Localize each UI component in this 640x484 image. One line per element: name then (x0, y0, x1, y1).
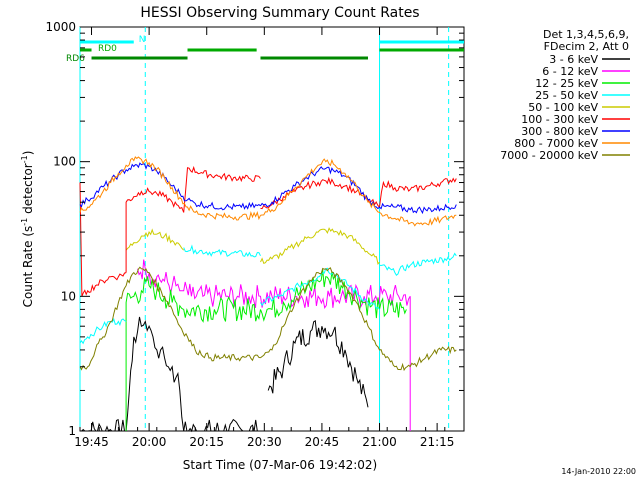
legend-label-50-100-kev: 50 - 100 keV (528, 101, 598, 114)
legend-label-7000-20000-kev: 7000 - 20000 keV (500, 149, 598, 162)
legend-label-6-12-kev: 6 - 12 keV (542, 65, 598, 78)
series-100-300-kev-seg-4 (379, 177, 457, 208)
plot-frame (79, 26, 465, 432)
series-lines (79, 156, 457, 433)
x-axis-ticks: 19:45 20:00 20:15 20:30 20:45 21:00 21:15 (74, 27, 465, 449)
series-100-300-kev-seg-2 (183, 165, 261, 213)
chart-title: HESSI Observing Summary Count Rates (140, 5, 419, 21)
series-25-50-kev-seg-0 (79, 317, 127, 345)
series-3-6-kev-seg-1 (183, 418, 261, 433)
series-12-25-kev-seg-2 (183, 296, 261, 323)
flag-label-rd0: RD0 (98, 44, 117, 54)
x-tick-label-20-30: 20:30 (247, 435, 282, 449)
series-100-300-kev-seg-1 (125, 187, 185, 273)
flag-bars: N RD0 RD6 (66, 35, 464, 64)
series-300-800-kev-seg-1 (260, 166, 457, 215)
series-50-100-kev-seg-0 (125, 228, 185, 251)
series-25-50-kev-seg-2 (260, 267, 380, 310)
legend-label-100-300-kev: 100 - 300 keV (521, 113, 598, 126)
legend-header-0: Det 1,3,4,5,6,9, (543, 28, 629, 41)
series-7000-20000-kev-seg-1 (260, 267, 457, 372)
y-tick-label-1: 1 (68, 424, 76, 438)
series-25-50-kev-seg-1 (183, 244, 261, 258)
y-tick-label-1000: 1000 (45, 20, 76, 34)
vertical-markers (79, 27, 450, 431)
series-3-6-kev-seg-2 (267, 319, 369, 408)
series-100-300-kev-seg-3 (260, 176, 380, 210)
series-12-25-kev-seg-1 (125, 276, 184, 431)
x-tick-label-19-45: 19:45 (74, 435, 109, 449)
y-axis-label-pre: Count Rate (s (21, 226, 35, 308)
series-3-6-kev-seg-0 (80, 316, 185, 432)
x-tick-label-20-15: 20:15 (189, 435, 224, 449)
series-800-7000-kev-seg-1 (260, 158, 457, 227)
x-axis-label: Start Time (07-Mar-06 19:42:02) (183, 458, 377, 472)
legend-label-25-50-kev: 25 - 50 keV (535, 89, 598, 102)
legend-label-3-6-kev: 3 - 6 keV (549, 53, 598, 66)
series-800-7000-kev-seg-0 (79, 156, 261, 221)
y-tick-label-10: 10 (61, 289, 76, 303)
flag-label-rd6: RD6 (66, 54, 85, 64)
series-12-25-kev-seg-4 (379, 297, 407, 318)
legend: Det 1,3,4,5,6,9,FDecim 2, Att 03 - 6 keV… (500, 28, 630, 162)
x-tick-label-21-00: 21:00 (362, 435, 397, 449)
series-7000-20000-kev-seg-0 (79, 266, 261, 371)
legend-label-800-7000-kev: 800 - 7000 keV (514, 137, 598, 150)
series-100-300-kev-seg-0 (79, 182, 127, 297)
series-12-25-kev-seg-3 (260, 269, 380, 322)
x-tick-label-20-00: 20:00 (132, 435, 167, 449)
series-25-50-kev-seg-3 (379, 252, 457, 276)
y-tick-label-100: 100 (53, 155, 76, 169)
y-axis-label: Count Rate (s-1 detector-1) (20, 151, 35, 308)
legend-label-300-800-kev: 300 - 800 keV (521, 125, 598, 138)
legend-label-12-25-kev: 12 - 25 keV (535, 77, 598, 90)
y-axis-label-sup2: -1 (20, 155, 29, 163)
y-axis-label-mid: detector (21, 163, 35, 218)
x-tick-label-20-45: 20:45 (305, 435, 340, 449)
footer-date: 14-Jan-2010 22:00 (561, 467, 636, 476)
y-axis-label-sup1: -1 (20, 218, 29, 226)
series-50-100-kev-seg-1 (260, 227, 380, 266)
x-tick-label-21-15: 21:15 (420, 435, 455, 449)
y-axis-ticks: 1 10 100 1000 (45, 20, 464, 438)
legend-header-1: FDecim 2, Att 0 (544, 40, 629, 53)
y-axis-label-post: ) (21, 151, 35, 156)
flag-label-n: N (139, 35, 146, 45)
